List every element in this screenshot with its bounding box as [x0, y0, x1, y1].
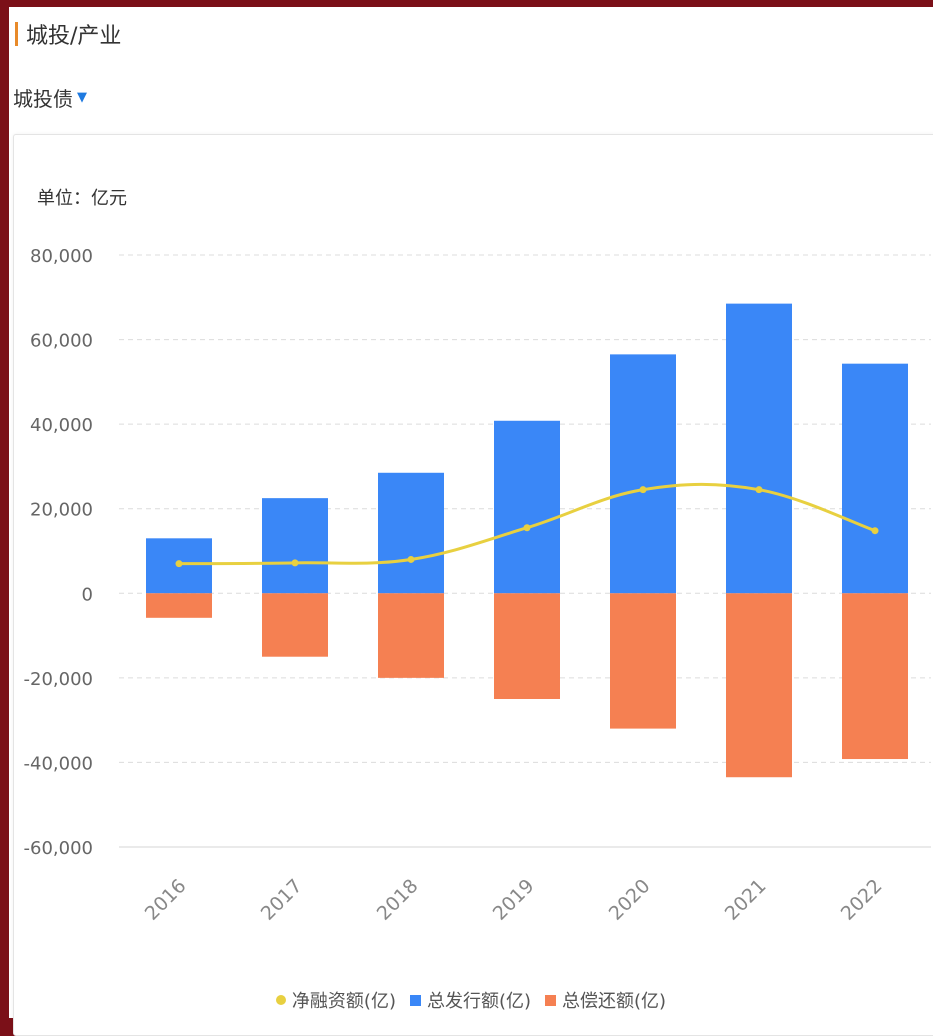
y-tick-label: -20,000: [24, 669, 93, 690]
y-tick-label: 40,000: [30, 415, 93, 436]
bar-repayment: [146, 593, 212, 618]
legend-square-icon: [545, 994, 557, 1006]
point-net: [291, 559, 299, 567]
bar-issuance: [610, 354, 676, 594]
legend-label-net: 净融资额(亿): [291, 991, 396, 1012]
point-net: [639, 486, 647, 494]
legend-item-net[interactable]: 净融资额(亿): [275, 987, 396, 1013]
legend-item-issuance[interactable]: 总发行额(亿): [409, 987, 532, 1013]
legend-square-icon: [409, 994, 421, 1006]
point-net: [523, 524, 531, 532]
point-net: [175, 560, 183, 568]
bar-repayment: [378, 593, 444, 678]
legend-label-issuance: 总发行额(亿): [426, 991, 532, 1012]
point-net: [755, 486, 763, 494]
chart: 80,000 60,000 40,000 20,000 0 -20,000 -40,000 -…: [24, 246, 931, 925]
unit-label: 单位：亿元: [37, 188, 127, 209]
y-tick-label: -60,000: [24, 838, 93, 859]
bar-issuance: [842, 363, 908, 594]
x-tick-label: 2022: [837, 875, 887, 925]
x-tick-label: 2017: [257, 875, 307, 925]
x-tick-label: 2019: [489, 875, 539, 925]
y-tick-label: 0: [82, 584, 93, 605]
x-tick-label: 2021: [721, 875, 771, 925]
y-tick-label: -40,000: [24, 753, 93, 774]
legend-dot-icon: [275, 995, 286, 1005]
y-tick-label: 60,000: [30, 331, 93, 352]
x-tick-label: 2020: [605, 875, 655, 925]
bar-repayment: [610, 593, 676, 729]
x-tick-label: 2018: [373, 875, 423, 925]
caret-down-icon: ▼: [77, 90, 87, 105]
bond-type-label: 城投债: [13, 87, 73, 111]
legend-item-repayment[interactable]: 总偿还额(亿): [545, 987, 666, 1013]
bar-repayment: [494, 593, 560, 699]
point-net: [871, 527, 879, 535]
bar-issuance: [378, 472, 444, 594]
section-accent-bar: [15, 22, 18, 46]
point-net: [407, 555, 415, 563]
bar-repayment: [262, 593, 328, 657]
y-tick-label: 80,000: [30, 246, 93, 267]
legend: 净融资额(亿) 总发行额(亿) 总偿还额(亿): [9, 987, 933, 1013]
bar-issuance: [494, 420, 560, 594]
x-tick-label: 2016: [141, 875, 191, 925]
section-title: 城投/产业: [26, 24, 122, 49]
page: 城投/产业 城投债 ▼ 单位：亿元 80,000 60,000 40,000 20,0…: [9, 7, 933, 1036]
bar-repayment: [726, 593, 792, 778]
bar-issuance: [726, 303, 792, 594]
bar-issuance: [262, 498, 328, 594]
y-tick-label: 20,000: [30, 500, 93, 521]
legend-label-repayment: 总偿还额(亿): [562, 991, 667, 1012]
bond-type-selector[interactable]: 城投债 ▼: [13, 83, 87, 112]
section-header: 城投/产业: [15, 21, 122, 49]
bar-repayment: [842, 593, 908, 760]
